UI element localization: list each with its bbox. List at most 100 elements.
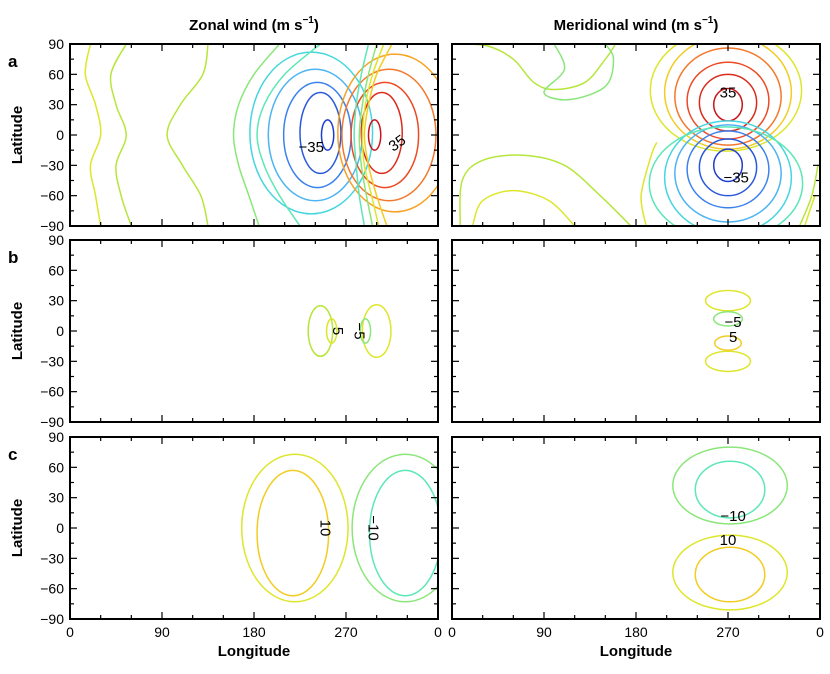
contour-line bbox=[712, 148, 744, 183]
contour-line bbox=[640, 142, 658, 226]
axes-text: a Latitude 90 60 30 0 −30 −60 −90 b Latitude 90 60 30… bbox=[8, 36, 824, 660]
y-tick-label: 30 bbox=[48, 293, 64, 309]
x-tick-label: 180 bbox=[242, 624, 266, 640]
column-title-unit-sup: −1 bbox=[302, 15, 314, 26]
tick-marks bbox=[69, 436, 439, 620]
contour-group: 5 −5 bbox=[307, 303, 392, 359]
column-title-close: ) bbox=[314, 17, 319, 34]
y-tick-label: 60 bbox=[48, 262, 64, 278]
contour-label: −5 bbox=[350, 322, 367, 339]
contour-label: 5 bbox=[329, 327, 346, 335]
x-tick-label: 270 bbox=[716, 624, 740, 640]
y-axis-label: Latitude bbox=[9, 106, 26, 164]
tick-marks bbox=[69, 43, 439, 227]
contour-line bbox=[350, 81, 420, 189]
y-tick-label: 30 bbox=[48, 97, 64, 113]
contour-line bbox=[232, 44, 281, 226]
column-title-1: Meridional wind (m s−1) bbox=[554, 15, 719, 34]
x-tick-label: 90 bbox=[154, 624, 170, 640]
y-tick-label: 0 bbox=[56, 520, 64, 536]
y-tick-label: −90 bbox=[40, 218, 64, 234]
y-tick-label: 0 bbox=[56, 323, 64, 339]
contour-line bbox=[166, 44, 209, 226]
contour-line bbox=[713, 335, 743, 351]
contour-line bbox=[648, 126, 804, 226]
contour-line bbox=[361, 303, 392, 359]
contour-line bbox=[341, 68, 437, 202]
y-tick-label: 60 bbox=[48, 459, 64, 475]
column-title-0: Zonal wind (m s−1) bbox=[189, 15, 319, 34]
column-title-text: Meridional wind (m s bbox=[554, 17, 702, 34]
column-title-unit-sup: −1 bbox=[702, 15, 714, 26]
contour-line bbox=[803, 194, 816, 226]
contour-line bbox=[325, 318, 338, 344]
contour-label: −10 bbox=[720, 508, 745, 525]
row-label-a: a bbox=[8, 52, 18, 71]
contour-line bbox=[672, 446, 789, 525]
x-tick-label: 0 bbox=[448, 624, 456, 640]
contour-group: −55 bbox=[704, 289, 752, 373]
contour-line bbox=[353, 44, 370, 226]
x-axis-label: Longitude bbox=[218, 643, 290, 660]
contour-line bbox=[358, 44, 378, 226]
tick-marks bbox=[451, 43, 821, 227]
panel-frame bbox=[69, 239, 439, 423]
contour-line bbox=[363, 44, 393, 226]
panel-frame bbox=[451, 436, 821, 620]
row-label-b: b bbox=[8, 248, 18, 267]
contour-line bbox=[109, 44, 133, 226]
x-tick-label: 0 bbox=[816, 624, 824, 640]
contour-label: −35 bbox=[723, 169, 748, 186]
y-tick-label: −30 bbox=[40, 550, 64, 566]
x-tick-label: 180 bbox=[624, 624, 648, 640]
contour-label: −35 bbox=[299, 139, 324, 156]
y-tick-label: −90 bbox=[40, 414, 64, 430]
contour-line bbox=[663, 120, 793, 226]
y-tick-label: 90 bbox=[48, 232, 64, 248]
panel-a-meridional: 35 −35 bbox=[451, 43, 821, 227]
contour-line bbox=[351, 453, 438, 603]
y-tick-label: −30 bbox=[40, 353, 64, 369]
contour-line bbox=[694, 460, 766, 519]
x-tick-label: 90 bbox=[536, 624, 552, 640]
contour-line bbox=[360, 91, 403, 175]
y-axis-label: Latitude bbox=[9, 302, 26, 360]
contour-line bbox=[704, 350, 752, 373]
y-tick-label: −30 bbox=[40, 157, 64, 173]
contour-label: −5 bbox=[725, 314, 742, 331]
y-tick-label: −60 bbox=[40, 384, 64, 400]
contour-line bbox=[459, 154, 632, 226]
contour-line bbox=[367, 119, 382, 151]
contour-label: 5 bbox=[729, 329, 737, 346]
column-title-close: ) bbox=[713, 17, 718, 34]
contour-label: 10 bbox=[720, 532, 737, 549]
contour-line bbox=[672, 534, 789, 611]
contour-group: 10 −10 bbox=[240, 453, 438, 603]
contour-label: 10 bbox=[317, 520, 334, 537]
y-axis-label: Latitude bbox=[9, 499, 26, 557]
contour-line bbox=[471, 189, 576, 226]
y-tick-label: −60 bbox=[40, 581, 64, 597]
contour-line bbox=[256, 469, 330, 597]
x-tick-label: 0 bbox=[66, 624, 74, 640]
contour-line bbox=[798, 164, 819, 226]
contour-line bbox=[698, 73, 758, 132]
contour-group: −35 35 bbox=[84, 44, 438, 226]
contour-line bbox=[712, 311, 744, 327]
row-label-c: c bbox=[8, 445, 17, 464]
tick-marks bbox=[451, 436, 821, 620]
contour-line bbox=[299, 91, 342, 175]
contour-line bbox=[240, 453, 349, 603]
panel-frame bbox=[451, 239, 821, 423]
contour-line bbox=[698, 138, 758, 197]
panel-frame bbox=[69, 43, 439, 227]
contour-line bbox=[543, 44, 615, 101]
y-tick-label: −90 bbox=[40, 611, 64, 627]
y-tick-label: 90 bbox=[48, 429, 64, 445]
contour-line bbox=[337, 53, 438, 213]
contour-line bbox=[686, 130, 770, 209]
